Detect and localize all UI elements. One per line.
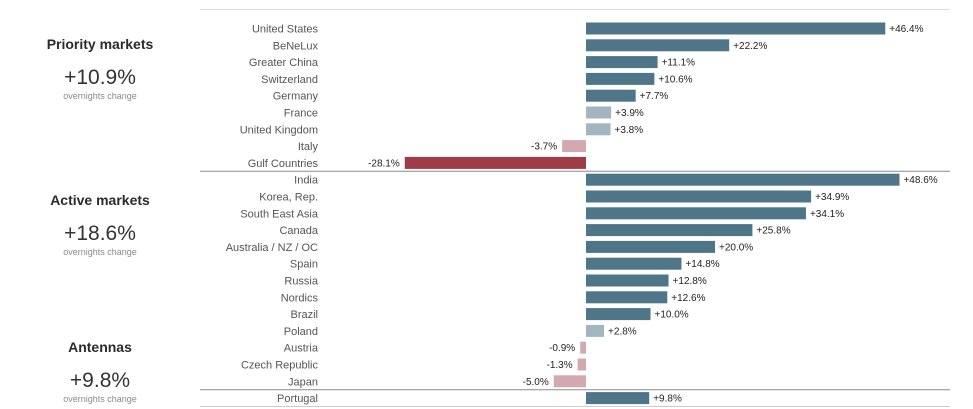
category-label: Switzerland [261, 74, 318, 86]
data-label: +10.0% [655, 310, 689, 321]
bar [580, 341, 586, 354]
data-label: +48.6% [903, 175, 937, 186]
panel-title: Antennas [68, 339, 132, 355]
panel-subtitle: overnights change [63, 394, 137, 404]
bar [586, 39, 730, 52]
data-label: -1.3% [546, 360, 572, 371]
panel-active-markets: Active markets +18.6% overnights change [0, 192, 200, 257]
bar [586, 257, 682, 270]
data-label: +7.7% [640, 91, 669, 102]
bar [586, 22, 886, 35]
category-label: Germany [273, 91, 319, 103]
category-label: BeNeLux [273, 40, 319, 52]
panel-value: +9.8% [69, 369, 131, 392]
bar [586, 274, 669, 287]
bar [586, 89, 636, 102]
data-label: +20.0% [719, 242, 753, 253]
category-label: Korea, Rep. [259, 192, 318, 204]
category-label: Austria [284, 343, 319, 355]
category-label: Gulf Countries [248, 158, 319, 170]
bar [586, 324, 605, 337]
panel-subtitle: overnights change [63, 247, 137, 257]
category-label: Italy [298, 141, 319, 153]
data-label: -5.0% [523, 377, 549, 388]
data-label: +11.1% [662, 58, 696, 69]
panel-priority-markets: Priority markets +10.9% overnights chang… [0, 36, 200, 101]
bar [586, 392, 650, 405]
bar [586, 190, 812, 203]
category-label: United Kingdom [240, 124, 318, 136]
data-label: +12.6% [671, 293, 705, 304]
category-label: Russia [284, 276, 319, 288]
data-label: +9.8% [653, 394, 682, 405]
data-label: +34.1% [810, 209, 844, 220]
bar [586, 56, 658, 69]
data-label: -0.9% [549, 343, 575, 354]
category-label: Australia / NZ / OC [226, 242, 318, 254]
bar [586, 224, 753, 237]
panel-antennas: Antennas +9.8% overnights change [0, 339, 200, 404]
bar [586, 123, 611, 136]
category-label: Canada [279, 225, 318, 237]
panel-title: Active markets [50, 192, 150, 208]
bar [577, 358, 586, 371]
bar [586, 72, 655, 85]
category-label: Poland [284, 326, 318, 338]
category-label: Nordics [281, 292, 319, 304]
data-label: +14.8% [685, 259, 719, 270]
panel-value: +18.6% [64, 222, 136, 245]
bar [586, 106, 612, 119]
category-label: Portugal [277, 393, 318, 405]
bar [586, 207, 806, 220]
bar [404, 156, 586, 169]
bar [562, 140, 586, 153]
data-label: +2.8% [608, 326, 637, 337]
data-label: +25.8% [756, 226, 790, 237]
category-label: United States [252, 24, 319, 36]
data-label: +10.6% [658, 74, 692, 85]
data-label: +12.8% [673, 276, 707, 287]
category-label: France [284, 108, 318, 120]
data-label: +3.9% [615, 108, 644, 119]
category-label: Brazil [290, 309, 318, 321]
bar [586, 240, 715, 253]
data-label: +22.2% [733, 41, 767, 52]
bar [586, 291, 668, 304]
bar [586, 173, 900, 186]
category-label: Japan [288, 376, 318, 388]
category-label: South East Asia [240, 208, 319, 220]
category-label: Greater China [249, 57, 319, 69]
data-label: +46.4% [889, 24, 923, 35]
panel-subtitle: overnights change [63, 91, 137, 101]
category-label: India [294, 175, 319, 187]
data-label: -3.7% [531, 142, 557, 153]
category-label: Czech Republic [241, 360, 319, 372]
data-label: +34.9% [815, 192, 849, 203]
data-label: -28.1% [368, 158, 400, 169]
data-label: +3.8% [615, 125, 644, 136]
panel-title: Priority markets [46, 36, 154, 52]
bar [586, 308, 651, 321]
category-label: Spain [290, 259, 318, 271]
panel-value: +10.9% [64, 66, 136, 89]
bar [553, 375, 586, 388]
